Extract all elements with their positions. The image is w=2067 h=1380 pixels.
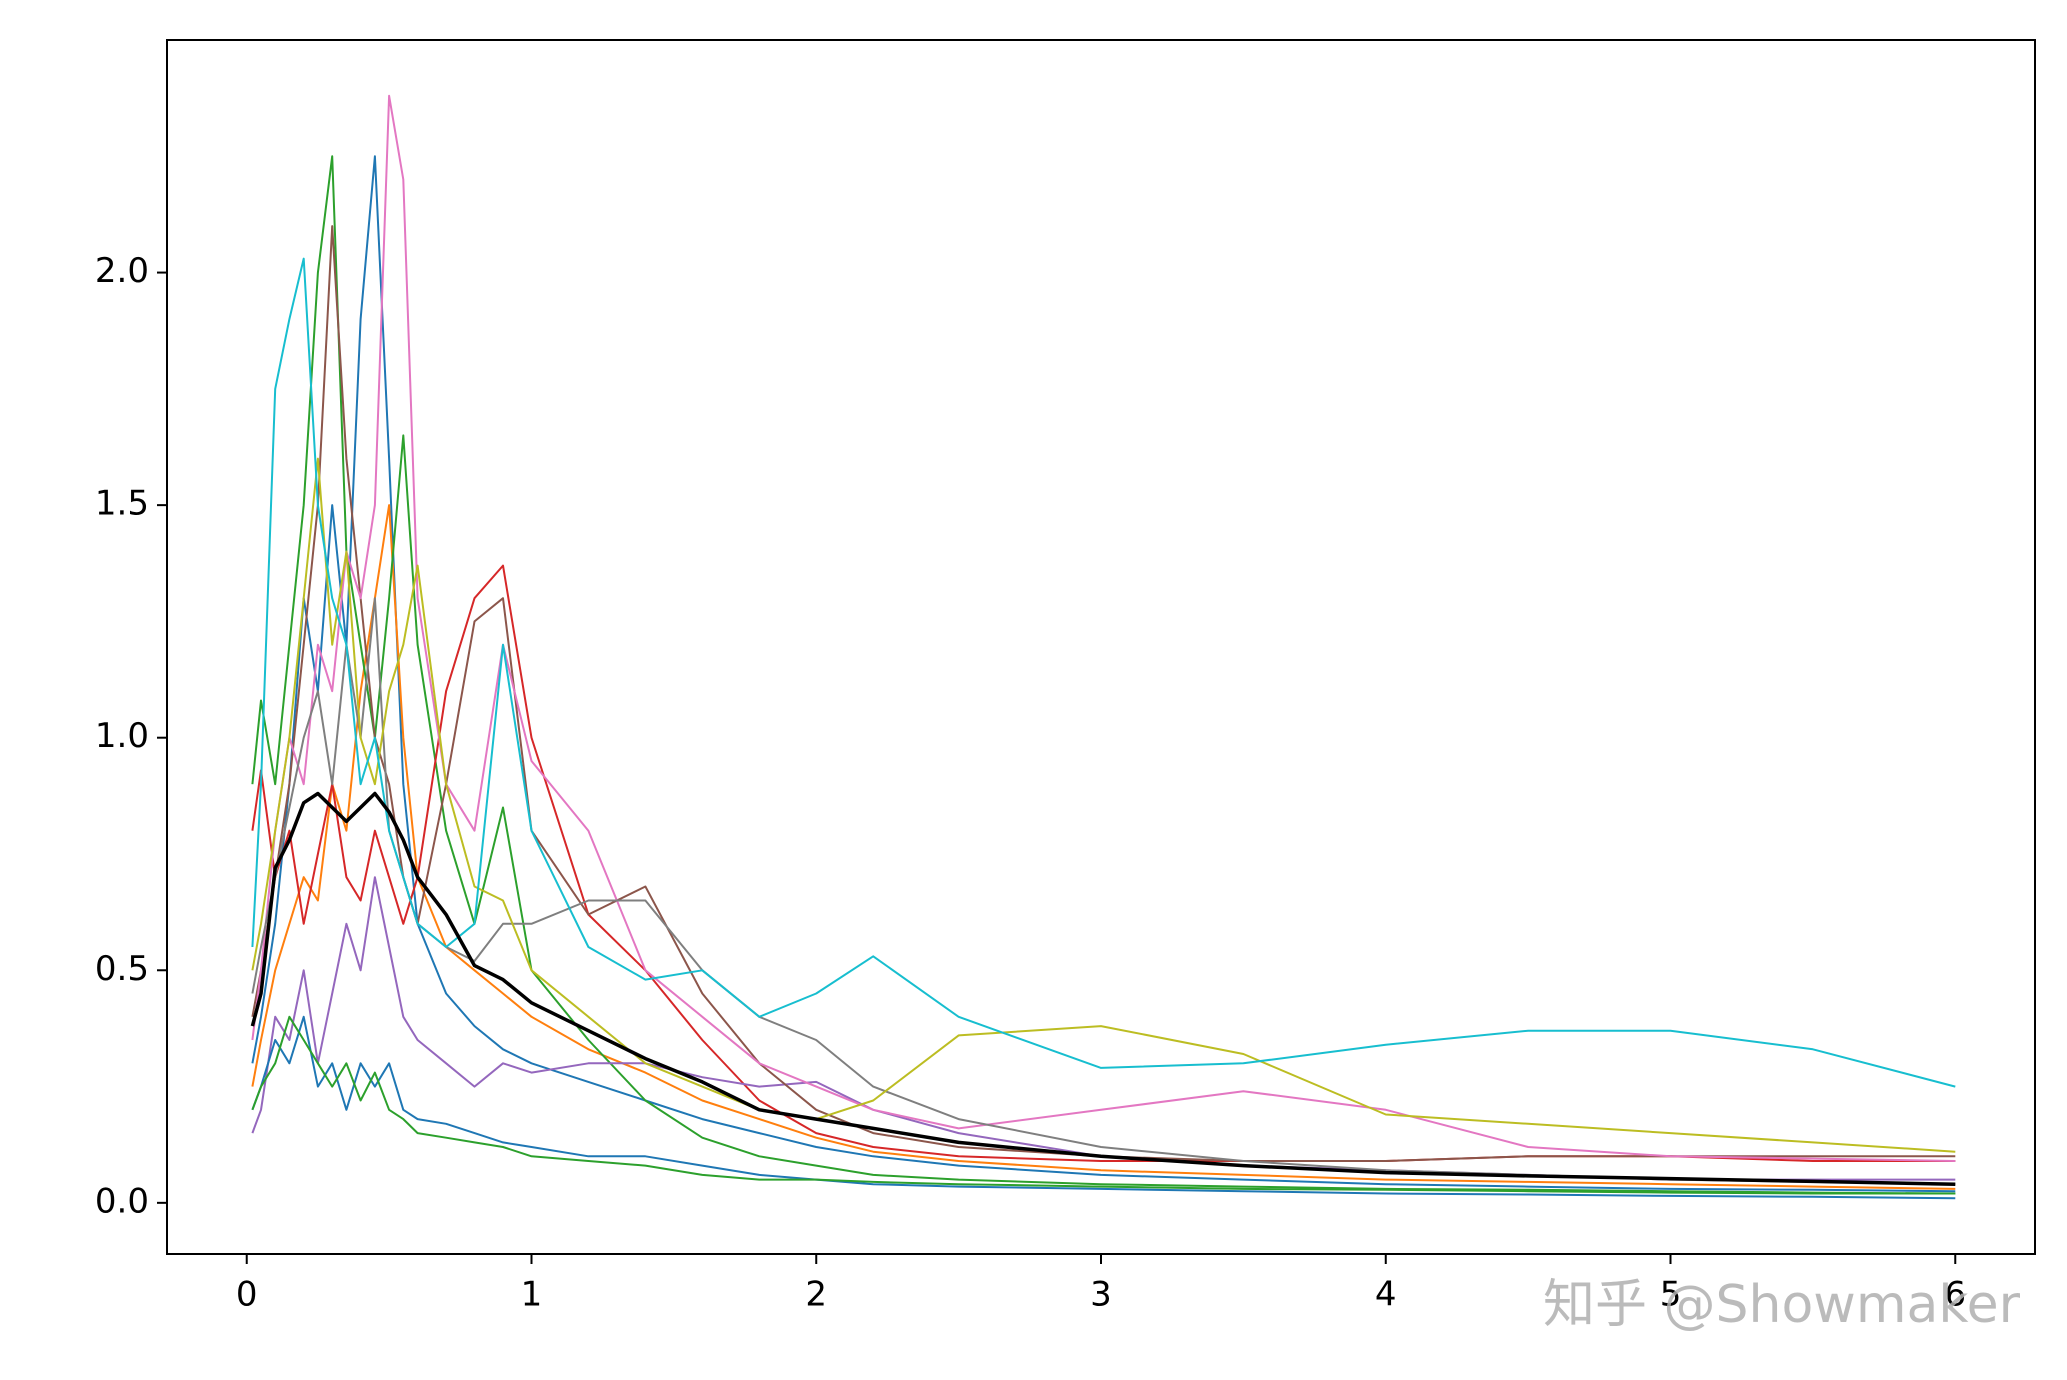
series-line (251, 564, 1956, 1162)
plot-frame (166, 39, 2036, 1255)
x-tick-label: 6 (1944, 1275, 1966, 1315)
x-tick-label: 1 (521, 1275, 543, 1315)
y-tick-label: 0.0 (95, 1181, 149, 1221)
x-tick-label: 3 (1090, 1275, 1112, 1315)
series-line (251, 1015, 1956, 1195)
x-tick-label: 5 (1660, 1275, 1682, 1315)
series-line (251, 94, 1956, 1162)
x-tick-label: 2 (805, 1275, 827, 1315)
x-tick-label: 4 (1375, 1275, 1397, 1315)
y-tick-label: 1.5 (95, 484, 149, 524)
series-line (251, 504, 1956, 1190)
watermark: 知乎 @Showmaker (1543, 1275, 2021, 1335)
series-line (250, 791, 1956, 1186)
series-line (251, 257, 1956, 1088)
y-tick-label: 2.0 (95, 251, 149, 291)
y-tick-label: 1.0 (95, 716, 149, 756)
series-line (251, 225, 1956, 1162)
series-line (251, 457, 1956, 1153)
series-line (251, 155, 1956, 1195)
series-line (251, 597, 1956, 1186)
x-tick-label: 0 (236, 1275, 258, 1315)
series-line (251, 1015, 1956, 1200)
y-tick-label: 0.5 (95, 949, 149, 989)
